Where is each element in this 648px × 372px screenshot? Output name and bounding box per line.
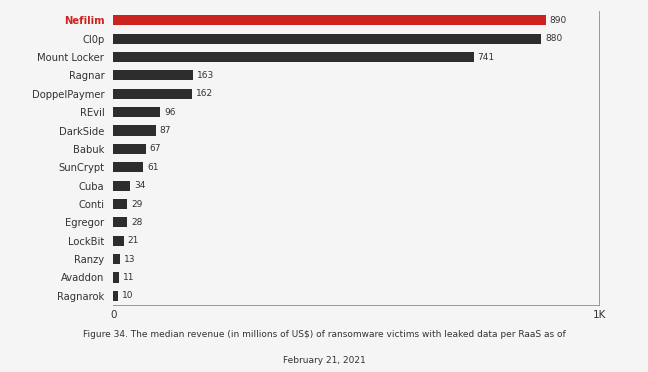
Text: 162: 162 — [196, 89, 213, 98]
Bar — [113, 272, 119, 283]
Bar — [113, 291, 118, 301]
Text: 21: 21 — [128, 236, 139, 245]
Bar — [113, 180, 130, 191]
Text: February 21, 2021: February 21, 2021 — [283, 356, 365, 365]
Bar — [113, 162, 143, 172]
Text: 67: 67 — [150, 144, 161, 153]
Bar — [113, 33, 541, 44]
Text: 10: 10 — [122, 291, 133, 300]
Bar — [113, 52, 474, 62]
Bar — [113, 144, 146, 154]
Bar — [113, 217, 127, 227]
Bar — [113, 125, 156, 136]
Text: 163: 163 — [196, 71, 214, 80]
Text: 741: 741 — [478, 52, 494, 62]
Text: 28: 28 — [131, 218, 143, 227]
Text: 13: 13 — [124, 254, 135, 264]
Text: 11: 11 — [122, 273, 134, 282]
Bar — [113, 236, 124, 246]
Text: 96: 96 — [164, 108, 176, 117]
Text: 61: 61 — [147, 163, 158, 172]
Text: 87: 87 — [159, 126, 171, 135]
Text: Figure 34. The median revenue (in millions of US$) of ransomware victims with le: Figure 34. The median revenue (in millio… — [83, 330, 565, 339]
Text: 29: 29 — [132, 199, 143, 209]
Bar — [113, 199, 128, 209]
Bar — [113, 89, 192, 99]
Bar — [113, 254, 120, 264]
Text: 890: 890 — [550, 16, 567, 25]
Text: 34: 34 — [133, 181, 145, 190]
Bar — [113, 70, 192, 80]
Bar — [113, 15, 546, 25]
Text: 880: 880 — [545, 34, 562, 43]
Bar — [113, 107, 160, 117]
